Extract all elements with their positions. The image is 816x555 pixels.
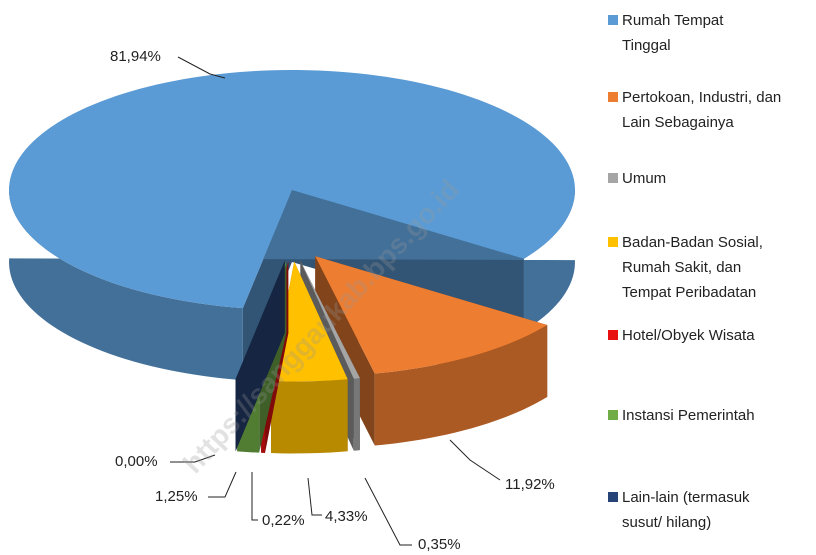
slice-side: [235, 261, 285, 452]
legend-swatch: [608, 330, 618, 340]
legend-swatch: [608, 237, 618, 247]
legend-entry: Umum: [608, 166, 790, 191]
leader-line: [307, 477, 322, 516]
legend-label: Badan-Badan Sosial, Rumah Sakit, dan Tem…: [622, 234, 763, 301]
legend-entry: Lain-lain (termasuk susut/ hilang): [608, 485, 790, 535]
legend-entry: Instansi Pemerintah: [608, 403, 812, 428]
data-label: 0,22%: [262, 512, 305, 529]
data-label: 81,94%: [110, 48, 161, 65]
leader-line: [251, 472, 258, 521]
leader-line: [208, 471, 237, 498]
data-label: 11,92%: [505, 476, 555, 493]
legend-label: Pertokoan, Industri, dan Lain Sebagainya: [622, 89, 782, 131]
data-label: 1,25%: [155, 488, 198, 505]
slice-top: [315, 256, 548, 374]
legend-label: Umum: [622, 170, 667, 187]
legend-swatch: [608, 410, 618, 420]
data-label: 0,35%: [418, 536, 461, 553]
slice-top: [9, 70, 575, 309]
legend-label: Instansi Pemerintah: [622, 407, 755, 424]
slice-edge: [353, 378, 360, 451]
legend-entry: Badan-Badan Sosial, Rumah Sakit, dan Tem…: [608, 230, 790, 305]
leader-line: [364, 477, 412, 546]
pie-slice: [235, 261, 285, 452]
slice-edge: [271, 379, 348, 454]
leader-line: [170, 454, 216, 463]
legend-swatch: [608, 492, 618, 502]
legend-entry: Rumah Tempat Tinggal: [608, 8, 752, 58]
legend-label: Lain-lain (termasuk susut/ hilang): [622, 489, 750, 531]
legend-label: Rumah Tempat Tinggal: [622, 12, 724, 54]
slices: [9, 70, 575, 454]
legend-swatch: [608, 173, 618, 183]
data-label: 0,00%: [115, 453, 158, 470]
leader-line: [177, 56, 226, 79]
slice-top: [271, 261, 348, 382]
legend-label: Hotel/Obyek Wisata: [622, 327, 755, 344]
pie-slice: [9, 70, 575, 381]
slice-edge: [374, 324, 548, 446]
legend-swatch: [608, 15, 618, 25]
data-label: 4,33%: [325, 508, 368, 525]
legend-entry: Hotel/Obyek Wisata: [608, 323, 812, 348]
legend-entry: Pertokoan, Industri, dan Lain Sebagainya: [608, 85, 790, 135]
leader-line: [449, 439, 501, 481]
legend-swatch: [608, 92, 618, 102]
slice-top: [300, 260, 360, 379]
